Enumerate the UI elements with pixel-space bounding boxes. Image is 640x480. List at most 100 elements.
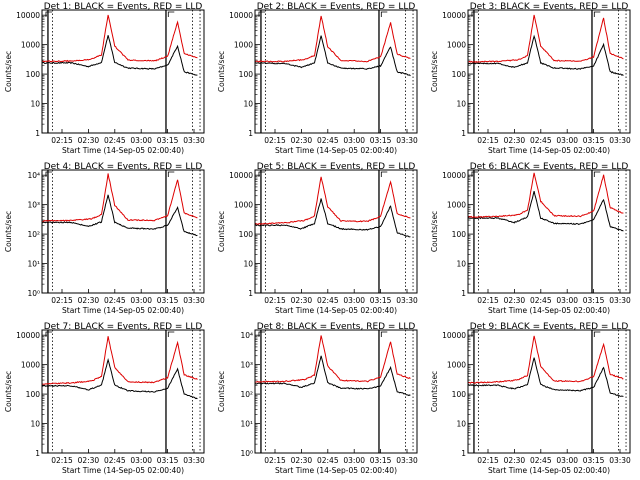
x-tick-label: 02:15 [51,136,73,145]
plot-frame [467,9,631,134]
lld-series-line [42,336,198,385]
x-tick-label: 02:15 [264,456,286,465]
x-tick-label: 02:45 [530,136,552,145]
y-axis-label: Counts/sec [217,51,226,92]
y-tick-label: 10¹ [27,260,40,269]
chart-title: Det 5: BLACK = Events, RED = LLD [257,162,416,172]
x-tick-label: 02:15 [264,296,286,305]
y-tick-label: 10⁴ [240,331,253,340]
x-tick-label: 02:30 [78,296,100,305]
x-tick-label: 02:30 [504,136,526,145]
x-tick-label: 03:30 [609,296,631,305]
y-tick-label: 10000 [229,171,253,180]
chart-det-3: Det 3: BLACK = Events, RED = LLD 02:15 02:… [430,2,631,155]
y-tick-label: 1000 [234,201,253,210]
y-axis-label: Counts/sec [217,211,226,252]
y-axis-label: Counts/sec [430,51,439,92]
x-axis-label: Start Time (14-Sep-05 02:00:40) [62,146,184,155]
x-tick-label: 02:30 [78,456,100,465]
y-axis-label: Counts/sec [4,371,13,412]
x-axis-label: Start Time (14-Sep-05 02:00:40) [488,306,610,315]
x-tick-label: 03:00 [343,456,365,465]
lld-series-line [468,172,624,218]
y-tick-label: 100 [239,230,254,239]
y-tick-label: 1 [461,129,466,138]
x-tick-label: 02:30 [291,456,313,465]
y-axis-label: Counts/sec [430,371,439,412]
chart-det-1: Det 1: BLACK = Events, RED = LLD 02:15 02:… [4,2,205,155]
events-series-line [255,198,411,238]
chart-title: Det 6: BLACK = Events, RED = LLD [470,162,629,172]
y-tick-label: 10⁴ [27,171,40,180]
y-axis-label: Counts/sec [4,211,13,252]
plot-frame [41,169,205,294]
plot-frame [254,329,418,454]
y-tick-label: 1 [35,129,40,138]
x-tick-label: 03:15 [370,136,392,145]
x-tick-label: 03:30 [396,296,418,305]
interval-bracket [167,11,175,17]
y-tick-label: 10 [456,100,466,109]
x-tick-label: 02:15 [51,296,73,305]
x-tick-label: 03:30 [183,136,205,145]
y-tick-label: 1 [35,449,40,458]
chart-det-9: Det 9: BLACK = Events, RED = LLD 02:15 02:… [430,322,631,475]
lld-series-line [42,14,198,63]
y-tick-label: 100 [452,70,467,79]
y-tick-label: 1 [248,129,253,138]
x-tick-label: 03:30 [609,456,631,465]
events-series-line [468,357,624,397]
y-tick-label: 1000 [234,41,253,50]
x-axis-label: Start Time (14-Sep-05 02:00:40) [275,146,397,155]
chart-title: Det 4: BLACK = Events, RED = LLD [44,162,203,172]
x-tick-label: 03:15 [157,136,179,145]
interval-bracket [45,331,52,337]
y-tick-label: 100 [452,390,467,399]
interval-bracket [593,331,601,337]
events-series-line [42,35,198,76]
x-tick-label: 02:45 [104,296,126,305]
y-tick-label: 100 [26,390,41,399]
y-axis-label: Counts/sec [217,371,226,412]
y-tick-label: 1000 [21,41,40,50]
interval-bracket [167,171,175,177]
x-axis-label: Start Time (14-Sep-05 02:00:40) [62,306,184,315]
plot-frame [254,169,418,294]
events-series-line [255,355,411,397]
y-tick-label: 10000 [442,171,466,180]
interval-bracket [471,11,478,17]
chart-det-7: Det 7: BLACK = Events, RED = LLD 02:15 02:… [4,322,205,475]
interval-bracket [380,171,388,177]
interval-bracket [258,171,265,177]
interval-bracket [258,331,265,337]
x-tick-label: 03:30 [396,136,418,145]
interval-bracket [167,331,175,337]
x-axis-label: Start Time (14-Sep-05 02:00:40) [275,306,397,315]
x-tick-label: 02:15 [477,136,499,145]
y-tick-label: 1000 [21,361,40,370]
chart-det-8: Det 8: BLACK = Events, RED = LLD 02:15 02:… [217,322,418,475]
plot-frame [254,9,418,134]
x-axis-label: Start Time (14-Sep-05 02:00:40) [488,466,610,475]
y-tick-label: 10 [456,260,466,269]
y-tick-label: 10² [240,390,253,399]
x-tick-label: 02:45 [530,456,552,465]
y-tick-label: 10000 [16,11,40,20]
x-tick-label: 02:45 [317,456,339,465]
x-tick-label: 03:00 [343,136,365,145]
y-tick-label: 1000 [447,201,466,210]
y-tick-label: 1000 [447,361,466,370]
y-tick-label: 10³ [27,201,40,210]
x-axis-label: Start Time (14-Sep-05 02:00:40) [62,466,184,475]
x-tick-label: 02:15 [264,136,286,145]
x-tick-label: 02:30 [504,456,526,465]
x-tick-label: 02:15 [477,296,499,305]
x-tick-label: 03:30 [183,456,205,465]
plot-frame [467,169,631,294]
lld-series-line [255,176,411,225]
chart-det-6: Det 6: BLACK = Events, RED = LLD 02:15 02:… [430,162,631,315]
y-axis-label: Counts/sec [430,211,439,252]
chart-det-4: Det 4: BLACK = Events, RED = LLD 02:15 02:… [4,162,205,315]
y-tick-label: 1 [461,449,466,458]
